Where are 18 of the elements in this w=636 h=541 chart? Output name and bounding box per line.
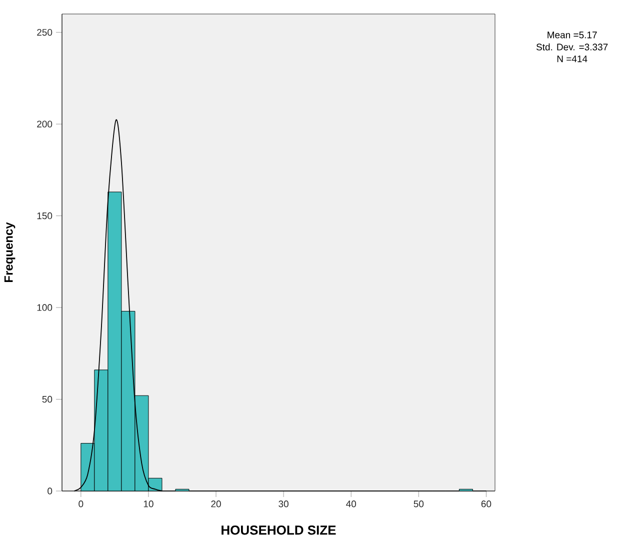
x-tick-label: 50 — [414, 500, 424, 508]
text: Std. Dev. =3.337 — [536, 43, 608, 50]
x-tick-label: 20 — [211, 500, 221, 508]
y-tick-label: 50 — [42, 396, 52, 403]
x-tick-label: 60 — [481, 500, 492, 508]
y-tick-label: 250 — [37, 28, 52, 36]
y-axis-title: Frequency — [4, 222, 16, 282]
x-tick-label: 0 — [78, 500, 84, 508]
y-tick-label: 0 — [48, 488, 52, 494]
x-axis-title: HOUSEHOLD SIZE — [222, 526, 336, 535]
x-tick-label: 10 — [144, 500, 154, 508]
text: N =414 — [557, 56, 588, 62]
x-tick-label: 40 — [346, 500, 356, 508]
y-tick-label: 100 — [37, 304, 52, 311]
y-tick-label: 200 — [37, 120, 52, 128]
text: Mean =5.17 — [548, 32, 597, 38]
x-tick-label: 30 — [278, 500, 288, 508]
y-tick-label: 150 — [37, 212, 52, 220]
